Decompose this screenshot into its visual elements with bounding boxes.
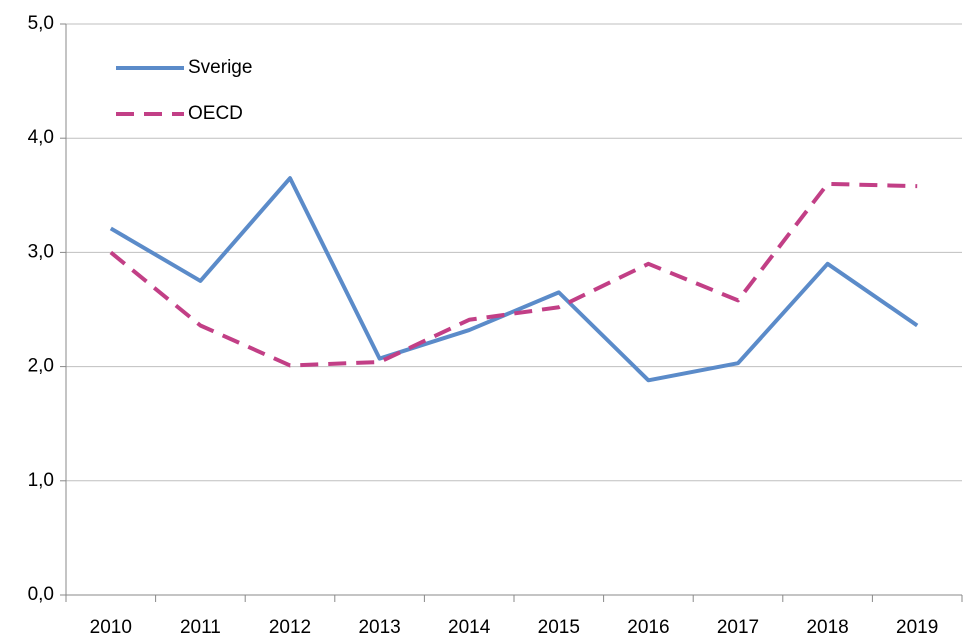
x-tick-label: 2018 [806,617,848,637]
x-tick-label: 2010 [90,617,132,637]
x-tick-label: 2016 [627,617,669,637]
x-tick-label: 2017 [717,617,759,637]
x-tick-label: 2015 [538,617,580,637]
series-line [109,176,919,383]
x-tick-label: 2014 [448,617,491,637]
y-tick-label: 2,0 [28,356,54,377]
legend-label: Sverige [188,57,252,78]
y-tick-label: 5,0 [28,13,54,34]
series-line [109,181,918,368]
x-tick-label: 2012 [269,617,311,637]
x-tick-label: 2011 [180,617,221,637]
y-tick-label: 1,0 [28,470,54,491]
y-tick-label: 4,0 [28,127,54,148]
x-tick-label: 2013 [358,617,400,637]
y-tick-label: 0,0 [28,584,54,605]
legend-label: OECD [188,103,243,124]
y-tick-label: 3,0 [28,241,54,262]
x-tick-label: 2019 [896,617,938,637]
